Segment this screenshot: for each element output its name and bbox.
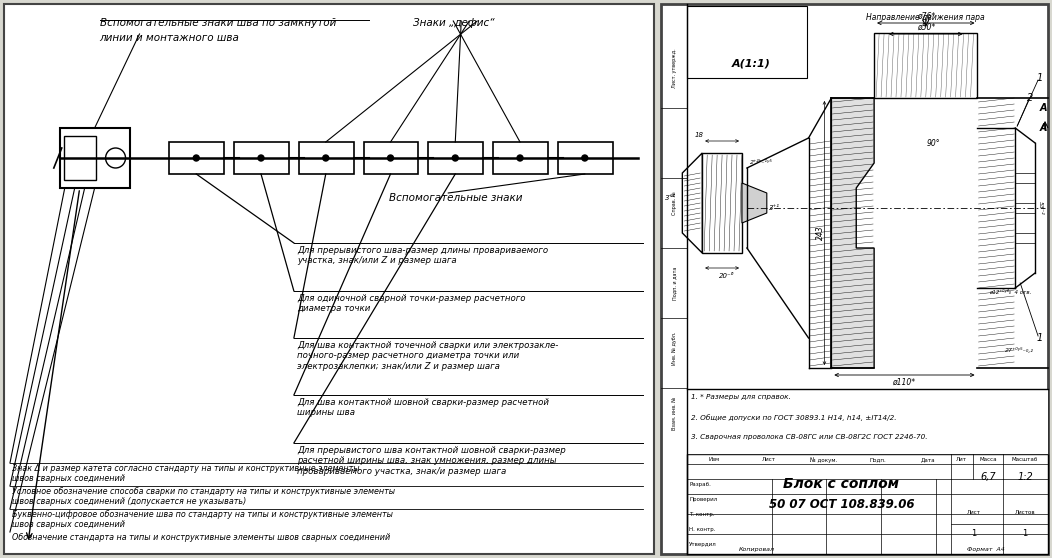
Text: № докум.: № докум.: [810, 457, 837, 463]
Text: ø76*: ø76*: [916, 12, 935, 21]
Text: Разраб.: Разраб.: [689, 482, 711, 487]
Text: Подп. и дата: Подп. и дата: [672, 266, 676, 300]
Text: Справ. №: Справ. №: [672, 191, 676, 215]
Text: 50 07 ОСТ 108.839.06: 50 07 ОСТ 108.839.06: [769, 498, 914, 511]
Bar: [558, 142, 612, 174]
Circle shape: [387, 155, 393, 161]
Text: 2⁺²ʰ₋¹ʸ⁵: 2⁺²ʰ₋¹ʸ⁵: [750, 161, 773, 166]
Bar: [60, 128, 129, 188]
Text: 53⁻²: 53⁻²: [1038, 201, 1044, 215]
Bar: [687, 6, 807, 78]
Text: А(1:1): А(1:1): [732, 58, 771, 68]
Text: 1:2: 1:2: [1017, 472, 1033, 482]
Bar: [703, 153, 742, 253]
Circle shape: [452, 155, 459, 161]
Bar: [299, 142, 353, 174]
Circle shape: [194, 155, 199, 161]
Text: Для одиночной сварной точки-размер расчетного
диаметра точки: Для одиночной сварной точки-размер расче…: [297, 294, 525, 314]
Text: Подп.: Подп.: [870, 457, 887, 462]
Text: 3⁺¹: 3⁺¹: [769, 205, 781, 211]
Text: Лист: Лист: [967, 509, 980, 514]
Text: 18: 18: [694, 132, 704, 138]
Text: Листов: Листов: [1015, 509, 1035, 514]
Text: 27⁺⁰ʸ⁵₋₀,₂: 27⁺⁰ʸ⁵₋₀,₂: [1006, 347, 1034, 353]
Text: Условное обозначение способа сварки по стандарту на типы и конструктивные элемен: Условное обозначение способа сварки по с…: [12, 487, 396, 507]
Polygon shape: [831, 98, 874, 368]
Bar: [687, 389, 1048, 454]
Text: 2: 2: [1027, 93, 1033, 103]
Text: Инв. № дубл.: Инв. № дубл.: [672, 331, 676, 365]
Text: Утвердил: Утвердил: [689, 542, 717, 547]
Polygon shape: [742, 183, 767, 223]
Text: Дата: Дата: [920, 457, 935, 462]
Circle shape: [105, 148, 125, 168]
Text: Лист: Лист: [762, 457, 775, 462]
Text: ø50*: ø50*: [916, 23, 935, 32]
Text: Копировал: Копировал: [739, 547, 775, 552]
Text: 6,7: 6,7: [980, 472, 996, 482]
Text: Знаки „дефис“: Знаки „дефис“: [413, 18, 495, 28]
Circle shape: [517, 155, 523, 161]
Circle shape: [582, 155, 588, 161]
Text: Проверил: Проверил: [689, 497, 717, 502]
Text: 2. Общие допуски по ГОСТ 30893.1 Н14, h14, ±IT14/2.: 2. Общие допуски по ГОСТ 30893.1 Н14, h1…: [691, 414, 896, 421]
Text: А: А: [1039, 123, 1047, 133]
Text: 3⁺¹: 3⁺¹: [665, 195, 676, 201]
Text: 1: 1: [1023, 530, 1028, 538]
Text: Вспомогательные знаки шва по замкнутой: Вспомогательные знаки шва по замкнутой: [100, 18, 336, 28]
Text: Знак Δ и размер катета согласно стандарту на типы и конструктивные элементы
швов: Знак Δ и размер катета согласно стандарт…: [12, 464, 360, 483]
Text: Масштаб: Масштаб: [1012, 457, 1038, 462]
Text: 243: 243: [816, 225, 825, 240]
Text: 3. Сварочная проволока СВ-08ГС или СВ-08Г2С ГОСТ 2246-70.: 3. Сварочная проволока СВ-08ГС или СВ-08…: [691, 434, 928, 440]
Text: ø110*: ø110*: [892, 378, 915, 387]
Text: Для прерывистого шва контактной шовной сварки-размер
расчетной ширины шва, знак : Для прерывистого шва контактной шовной с…: [297, 446, 566, 476]
Text: А: А: [1039, 103, 1047, 113]
Text: Лит: Лит: [956, 457, 967, 462]
Text: ø12⁺⁰ʸ⁴₀  4 отв.: ø12⁺⁰ʸ⁴₀ 4 отв.: [989, 290, 1031, 295]
Text: Для шва контактной точечной сварки или электрозакле-
почного-размер расчетного д: Для шва контактной точечной сварки или э…: [297, 341, 559, 371]
Text: Для прерывистого шва-размер длины провариваемого
участка, знак/или Z и размер ша: Для прерывистого шва-размер длины провар…: [297, 246, 548, 266]
Text: Т. контр.: Т. контр.: [689, 512, 715, 517]
Text: Буквенно-цифровое обозначение шва по стандарту на типы и конструктивные элементы: Буквенно-цифровое обозначение шва по ста…: [12, 510, 393, 530]
Text: Изм: Изм: [709, 457, 720, 462]
Bar: [169, 142, 224, 174]
Bar: [235, 142, 289, 174]
Text: Направление движения пара: Направление движения пара: [867, 13, 985, 22]
Bar: [364, 142, 419, 174]
Circle shape: [258, 155, 264, 161]
Text: Для шва контактной шовной сварки-размер расчетной
ширины шва: Для шва контактной шовной сварки-размер …: [297, 398, 549, 417]
Text: Взам. инв. №: Взам. инв. №: [672, 396, 676, 430]
Bar: [874, 33, 977, 98]
Bar: [687, 454, 1048, 554]
Text: Вспомогательные знаки: Вспомогательные знаки: [388, 193, 522, 203]
Circle shape: [323, 155, 328, 161]
Bar: [64, 136, 96, 180]
Text: Лист. утвержд.: Лист. утвержд.: [672, 48, 676, 88]
Text: 1: 1: [1037, 73, 1044, 83]
Text: Блок с соплом: Блок с соплом: [784, 477, 899, 491]
Bar: [493, 142, 548, 174]
Text: Обозначение стандарта на типы и конструктивные элементы швов сварных соединений: Обозначение стандарта на типы и конструк…: [12, 533, 390, 542]
Text: Масса: Масса: [979, 457, 997, 462]
Text: линии и монтажного шва: линии и монтажного шва: [100, 33, 240, 43]
Text: 1. * Размеры для справок.: 1. * Размеры для справок.: [691, 394, 791, 400]
Bar: [428, 142, 483, 174]
Text: 90°: 90°: [927, 138, 940, 147]
Text: 1: 1: [971, 530, 976, 538]
Text: 1: 1: [1037, 333, 1044, 343]
Text: 20⁻⁶: 20⁻⁶: [720, 273, 734, 279]
Text: Формат  А4: Формат А4: [967, 547, 1005, 552]
Polygon shape: [683, 153, 703, 253]
Text: Н. контр.: Н. контр.: [689, 527, 715, 532]
